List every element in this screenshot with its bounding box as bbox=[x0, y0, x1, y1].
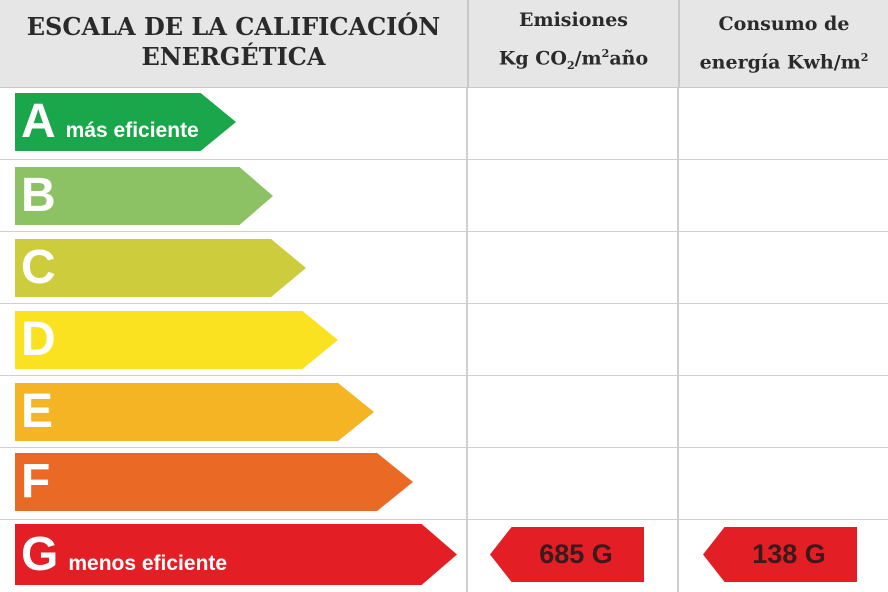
row-divider bbox=[0, 159, 888, 160]
row-divider bbox=[0, 447, 888, 448]
rating-arrow-e: E bbox=[15, 383, 374, 441]
rating-letter: B bbox=[21, 169, 56, 222]
emissions-header: Emisiones Kg CO2/m2año bbox=[467, 0, 678, 88]
consumption-title: Consumo de bbox=[718, 13, 850, 36]
scale-title-line1: ESCALA DE LA CALIFICACIÓN bbox=[26, 11, 441, 41]
consumption-rating-tag: 138 G bbox=[703, 527, 857, 582]
row-divider bbox=[0, 519, 888, 520]
emissions-value: 685 G bbox=[539, 539, 613, 569]
rating-arrow-d: D bbox=[15, 311, 338, 369]
emissions-title: Emisiones bbox=[518, 9, 628, 32]
consumption-unit: energía Kwh/m2 bbox=[699, 51, 869, 74]
rating-note: menos eficiente bbox=[68, 551, 228, 575]
rating-letter: A bbox=[21, 95, 56, 148]
column-divider-consumption bbox=[677, 88, 679, 592]
row-divider bbox=[0, 303, 888, 304]
consumption-header: Consumo de energía Kwh/m2 bbox=[678, 0, 888, 88]
rating-note: más eficiente bbox=[65, 119, 199, 142]
rating-letter: C bbox=[21, 241, 56, 294]
rating-letter: F bbox=[21, 455, 51, 508]
emissions-unit: Kg CO2/m2año bbox=[498, 47, 649, 73]
row-divider bbox=[0, 231, 888, 232]
rating-arrow-f: F bbox=[15, 453, 413, 511]
emissions-rating-tag: 685 G bbox=[490, 527, 644, 582]
rating-letter: E bbox=[21, 385, 54, 438]
rating-arrow-b: B bbox=[15, 167, 273, 225]
scale-header: ESCALA DE LA CALIFICACIÓN ENERGÉTICA bbox=[0, 0, 467, 88]
rating-arrow-a: A más eficiente bbox=[15, 93, 236, 151]
consumption-value: 138 G bbox=[752, 539, 826, 569]
rating-arrow-g: G menos eficiente bbox=[15, 524, 457, 585]
scale-title-line2: ENERGÉTICA bbox=[141, 41, 326, 71]
column-divider-emissions bbox=[466, 88, 468, 592]
row-divider bbox=[0, 375, 888, 376]
rating-letter: D bbox=[21, 313, 56, 366]
rating-arrow-c: C bbox=[15, 239, 306, 297]
rating-letter: G bbox=[21, 527, 59, 581]
